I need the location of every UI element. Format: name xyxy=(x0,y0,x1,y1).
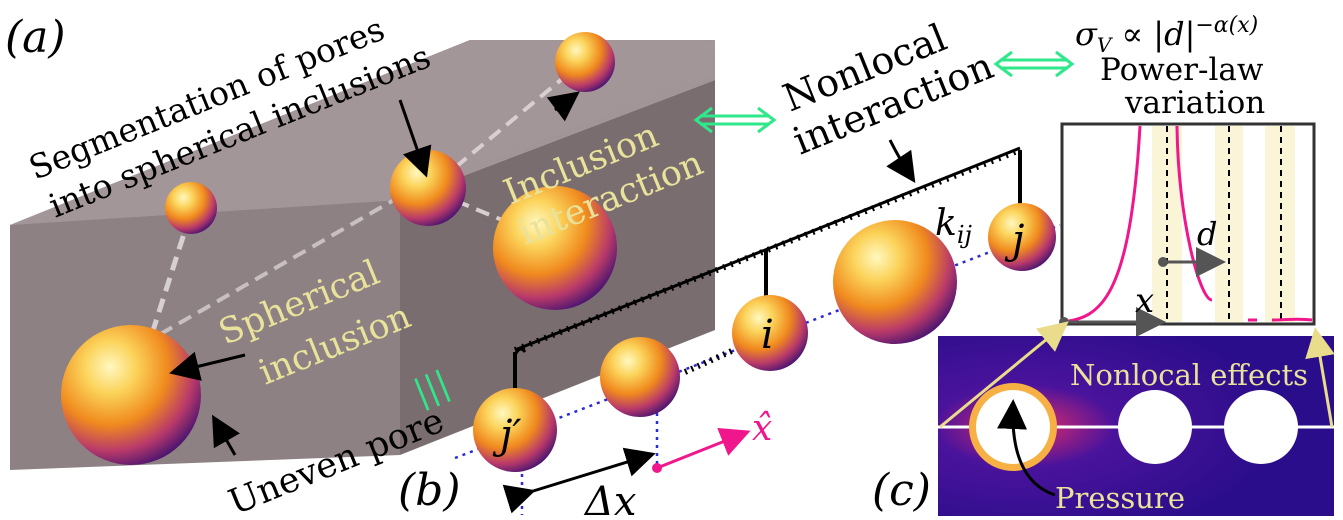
double-arrow-inclusion-nonlocal xyxy=(693,106,777,134)
block-top-slab xyxy=(10,40,715,225)
inclusion-band xyxy=(1265,126,1295,322)
label-k-ij: kij xyxy=(935,203,973,249)
spherical-inclusion-arrow xyxy=(169,351,246,381)
inclusion-band xyxy=(1215,126,1243,322)
inclusion-sphere xyxy=(165,182,217,234)
d-label: d xyxy=(1197,215,1217,253)
inclusion-link xyxy=(149,183,421,342)
particle-j xyxy=(988,203,1056,271)
zoom-line xyxy=(939,321,1069,429)
inclusion-link xyxy=(438,58,587,182)
pressure-arrow xyxy=(997,399,1056,497)
power-law-line1: Power-law xyxy=(1100,52,1264,88)
x-hat-arrow xyxy=(656,427,751,470)
particle xyxy=(833,220,957,344)
inclusion-sphere xyxy=(61,325,201,465)
power-law-line2: variation xyxy=(1124,85,1265,121)
x-label: x xyxy=(1135,281,1154,321)
panel-label-b: (b) xyxy=(398,465,461,516)
nonlocal-effects-label: Nonlocal effects xyxy=(1070,358,1308,392)
sigma-formula: σV ∝ |d|−α(x) xyxy=(1075,13,1258,57)
field-hole xyxy=(1224,390,1298,464)
inclusion-sphere xyxy=(555,32,615,92)
power-law-plot: d x xyxy=(1059,122,1316,337)
panel-label-a: (a) xyxy=(5,12,66,63)
particle-i xyxy=(732,295,808,371)
pressure-label: Pressure xyxy=(1055,481,1185,515)
field-hole xyxy=(1118,390,1192,464)
inclusion-sphere xyxy=(390,150,466,226)
double-arrow-nonlocal-formula xyxy=(993,50,1075,78)
segmentation-arrow xyxy=(398,99,432,178)
pressure-field: Nonlocal effects Pressure xyxy=(938,321,1335,516)
inclusion-sphere xyxy=(493,186,617,310)
uneven-pore-arrow xyxy=(212,414,240,456)
panel-label-c: (c) xyxy=(872,465,931,516)
label-i: i xyxy=(761,312,774,358)
zoom-line xyxy=(1305,327,1335,428)
delta-x-arrow xyxy=(502,447,656,514)
delta-x-label: Δx xyxy=(583,479,636,520)
nonlocal-arrow xyxy=(886,139,916,183)
segmentation-arrow xyxy=(546,91,580,122)
power-law-curve xyxy=(1061,125,1313,324)
x-hat-label: x̂ xyxy=(752,408,772,449)
particle xyxy=(600,337,680,417)
